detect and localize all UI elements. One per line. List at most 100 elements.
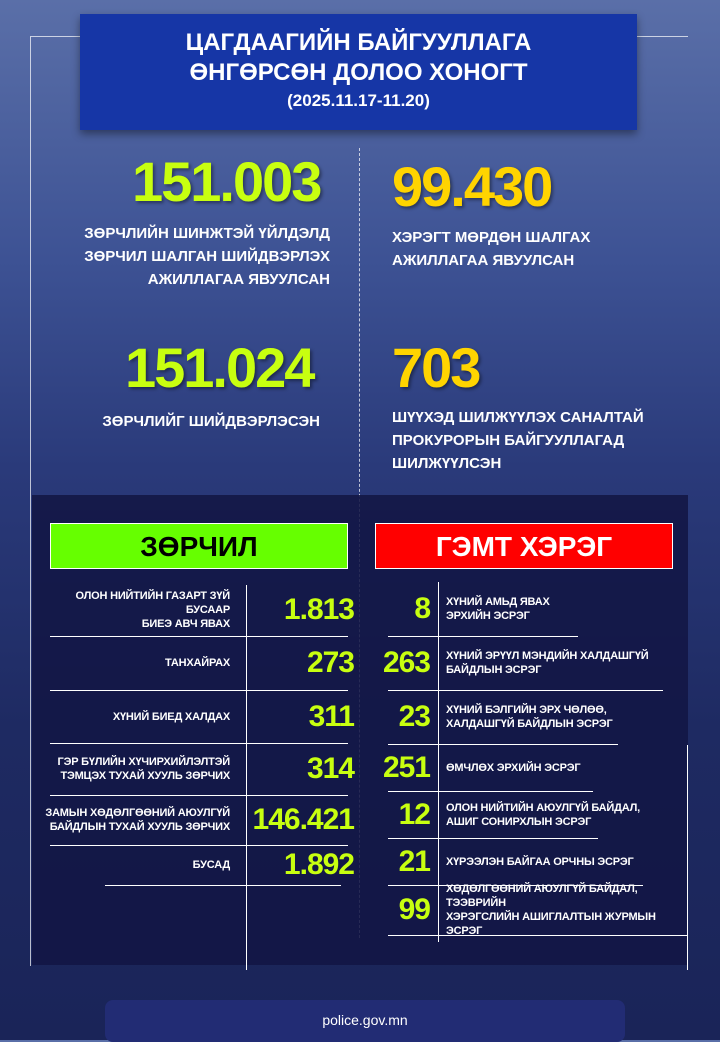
violation-label: ЗАМЫН ХӨДӨЛГӨӨНИЙ АЮУЛГҮЙ БАЙДЛЫН ТУХАЙ Х… [36,806,236,834]
row-separator [50,845,348,846]
crime-row: 251 ӨМЧЛӨХ ЭРХИЙН ЭСРЭГ [366,746,696,789]
crime-row: 8 ХҮНИЙ АМЬД ЯВАХ ЭРХИЙН ЭСРЭГ [366,584,696,634]
crime-row: 263 ХҮНИЙ ЭРҮҮЛ МЭНДИЙН ХАЛДАШГҮЙ БАЙДЛЫН… [366,638,696,688]
crimes-divider [438,582,439,942]
violations-divider [246,585,247,970]
row-separator [105,885,341,886]
crime-row: 21 ХҮРЭЭЛЭН БАЙГАА ОРЧНЫ ЭСРЭГ [366,840,696,883]
violation-value: 273 [306,646,355,679]
row-separator [388,636,578,637]
violation-value: 311 [308,699,355,733]
violations-header-text: ЗӨРЧИЛ [140,531,258,562]
row-separator [50,743,348,744]
row-separator [388,791,593,792]
crime-value: 21 [398,844,431,878]
title-period: (2025.11.17-11.20) [287,91,430,110]
label-line: ГЭР БҮЛИЙН ХҮЧИРХИЙЛЭЛТЭЙ [57,756,231,768]
label-line: БАЙДЛЫН ЭСРЭГ [446,664,542,676]
violation-row: ЗАМЫН ХӨДӨЛГӨӨНИЙ АЮУЛГҮЙ БАЙДЛЫН ТУХАЙ Х… [36,797,355,843]
stat-value: 99.430 [392,155,553,218]
stat-2-label: ХЭРЭГТ МӨРДӨН ШАЛГАХ АЖИЛЛАГАА ЯВУУЛСАН [392,226,702,272]
row-separator [388,885,643,886]
violation-row: ХҮНИЙ БИЕД ХАЛДАХ 311 [36,692,355,741]
row-separator [50,636,348,637]
violation-row: БУСАД 1.892 [36,847,355,883]
label-line: ТАНХАЙРАХ [165,657,230,669]
crime-label: ОЛОН НИЙТИЙН АЮУЛГҮЙ БАЙДАЛ, АШИГ СОНИРХЛ… [446,801,691,829]
label-line: ШҮҮХЭД ШИЛЖҮҮЛЭХ САНАЛТАЙ [392,409,644,426]
crime-label: ХҮНИЙ БЭЛГИЙН ЭРХ ЧӨЛӨӨ, ХАЛДАШГҮЙ БАЙДЛЫ… [446,703,691,731]
violation-label: ГЭР БҮЛИЙН ХҮЧИРХИЙЛЭЛТЭЙ ТЭМЦЭХ ТУХАЙ ХУ… [36,755,236,783]
stat-value: 151.024 [125,336,315,399]
footer-url[interactable]: police.gov.mn [105,1000,625,1042]
label-line: БАЙДЛЫН ТУХАЙ ХУУЛЬ ЗӨРЧИХ [49,821,231,833]
crime-value: 99 [398,893,431,926]
violation-label: ХҮНИЙ БИЕД ХАЛДАХ [36,710,236,724]
title-box: ЦАГДААГИЙН БАЙГУУЛЛАГА ӨНГӨРСӨН ДОЛОО ХО… [80,14,637,130]
label-line: ХӨДӨЛГӨӨНИЙ АЮУЛГҮЙ БАЙДАЛ, ТЭЭВРИЙН [446,883,638,909]
label-line: БИЕЭ АВЧ ЯВАХ [141,617,230,630]
crime-row: 12 ОЛОН НИЙТИЙН АЮУЛГҮЙ БАЙДАЛ, АШИГ СОНИ… [366,793,696,836]
crimes-header: ГЭМТ ХЭРЭГ [375,523,673,569]
label-line: ХҮНИЙ БИЕД ХАЛДАХ [112,710,230,723]
violations-header: ЗӨРЧИЛ [50,523,348,569]
crime-label: ХӨДӨЛГӨӨНИЙ АЮУЛГҮЙ БАЙДАЛ, ТЭЭВРИЙН ХЭРЭ… [446,882,691,938]
crimes-header-text: ГЭМТ ХЭРЭГ [435,531,613,562]
label-line: ХЭРЭГТ МӨРДӨН ШАЛГАХ [392,229,591,246]
stat-value: 703 [392,336,481,399]
label-line: ПРОКУРОРЫН БАЙГУУЛЛАГАД [392,432,625,449]
violation-value: 146.421 [252,803,355,836]
violation-value: 314 [306,752,355,785]
crime-row: 23 ХҮНИЙ БЭЛГИЙН ЭРХ ЧӨЛӨӨ, ХАЛДАШГҮЙ БАЙ… [366,692,696,742]
row-separator [50,690,348,691]
label-line: БУСАД [192,859,231,871]
violation-row: ТАНХАЙРАХ 273 [36,638,355,688]
stat-3: 151.024 [125,336,315,400]
row-separator [388,744,618,745]
row-separator [388,690,663,691]
crime-label: ХҮНИЙ АМЬД ЯВАХ ЭРХИЙН ЭСРЭГ [446,595,691,623]
violation-row: ОЛОН НИЙТИЙН ГАЗАРТ ЗҮЙ БУСААР БИЕЭ АВЧ Я… [36,585,355,634]
label-line: ШИЛЖҮҮЛСЭН [392,455,502,472]
label-line: ЗӨРЧЛИЙГ ШИЙДВЭРЛЭСЭН [102,413,320,430]
label-line: ТЭМЦЭХ ТУХАЙ ХУУЛЬ ЗӨРЧИХ [60,770,230,782]
crime-value: 12 [398,797,431,831]
row-separator [388,935,688,936]
violation-label: ТАНХАЙРАХ [36,656,236,670]
label-line: ЗӨРЧИЛ ШАЛГАН ШИЙДВЭРЛЭХ [84,248,330,265]
violation-value: 1.813 [283,592,355,626]
crime-value: 8 [414,592,431,625]
stat-3-label: ЗӨРЧЛИЙГ ШИЙДВЭРЛЭСЭН [20,410,320,433]
label-line: ХҮНИЙ АМЬД ЯВАХ [446,596,550,608]
row-separator [50,795,348,796]
details-panel [32,495,688,965]
crime-value: 263 [382,646,431,679]
label-line: ОЛОН НИЙТИЙН АЮУЛГҮЙ БАЙДАЛ, [446,801,641,814]
side-line [687,745,688,970]
label-line: ЗАМЫН ХӨДӨЛГӨӨНИЙ АЮУЛГҮЙ [45,807,230,819]
crime-value: 23 [398,700,431,733]
violation-value: 1.892 [283,848,355,881]
crime-row: 99 ХӨДӨЛГӨӨНИЙ АЮУЛГҮЙ БАЙДАЛ, ТЭЭВРИЙН Х… [366,883,696,937]
violation-label: БУСАД [36,858,236,872]
crime-value: 251 [382,750,431,784]
row-separator [388,838,598,839]
label-line: ӨМЧЛӨХ ЭРХИЙН ЭСРЭГ [446,761,581,774]
title-line1: ЦАГДААГИЙН БАЙГУУЛЛАГА [185,29,532,56]
crime-label: ӨМЧЛӨХ ЭРХИЙН ЭСРЭГ [446,761,691,775]
crime-label: ХҮНИЙ ЭРҮҮЛ МЭНДИЙН ХАЛДАШГҮЙ БАЙДЛЫН ЭСР… [446,649,691,677]
label-line: ХЭРЭГСЛИЙН АШИГЛАЛТЫН ЖУРМЫН ЭСРЭГ [446,911,656,937]
label-line: ЭРХИЙН ЭСРЭГ [446,610,530,622]
label-line: ХҮНИЙ ЭРҮҮЛ МЭНДИЙН ХАЛДАШГҮЙ [446,650,649,662]
title-line2: ӨНГӨРСӨН ДОЛОО ХОНОГТ [189,59,528,86]
stat-2: 99.430 [392,155,553,219]
stat-value: 151.003 [132,150,322,213]
label-line: АШИГ СОНИРХЛЫН ЭСРЭГ [446,815,592,828]
stat-1: 151.003 [132,150,322,214]
label-line: ХҮРЭЭЛЭН БАЙГАА ОРЧНЫ ЭСРЭГ [446,855,634,868]
stat-4: 703 [392,336,481,400]
stat-1-label: ЗӨРЧЛИЙН ШИНЖТЭЙ ҮЙЛДЭЛД ЗӨРЧИЛ ШАЛГАН ШИ… [20,222,330,291]
stat-4-label: ШҮҮХЭД ШИЛЖҮҮЛЭХ САНАЛТАЙ ПРОКУРОРЫН БАЙГ… [392,406,702,475]
label-line: ХАЛДАШГҮЙ БАЙДЛЫН ЭСРЭГ [446,718,613,730]
crime-label: ХҮРЭЭЛЭН БАЙГАА ОРЧНЫ ЭСРЭГ [446,855,691,869]
